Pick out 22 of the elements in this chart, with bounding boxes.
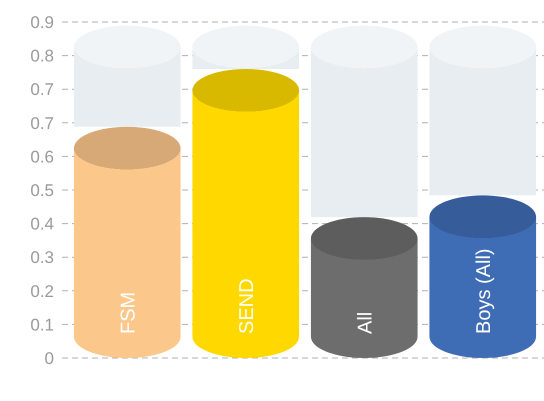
- y-tick-label: 0.3: [30, 248, 54, 268]
- bar: [74, 26, 181, 127]
- x-tick-label: FSM: [117, 292, 140, 334]
- bar: [310, 26, 418, 218]
- y-tick-label: 0.2: [30, 282, 54, 301]
- y-tick-label: 0.5: [30, 180, 54, 200]
- y-tick-label: 0.6: [30, 147, 54, 166]
- y-tick-label: 0.7: [30, 114, 54, 133]
- y-tick-label: 0: [44, 348, 54, 368]
- x-tick-label: All: [354, 312, 376, 334]
- y-tick-label: 0.8: [30, 46, 54, 66]
- y-tick-label: 0.9: [30, 12, 54, 32]
- y-tick-label: 0.4: [30, 214, 54, 234]
- x-tick-label: Boys (All): [472, 248, 495, 334]
- x-tick-label: SEND: [236, 278, 258, 334]
- y-tick-label: 0.1: [30, 315, 54, 334]
- bar: [429, 195, 536, 358]
- bar: [429, 26, 536, 196]
- bar: [192, 69, 300, 358]
- bar: [310, 217, 418, 358]
- y-tick-label: 0.7: [30, 80, 54, 100]
- bar: [74, 126, 181, 358]
